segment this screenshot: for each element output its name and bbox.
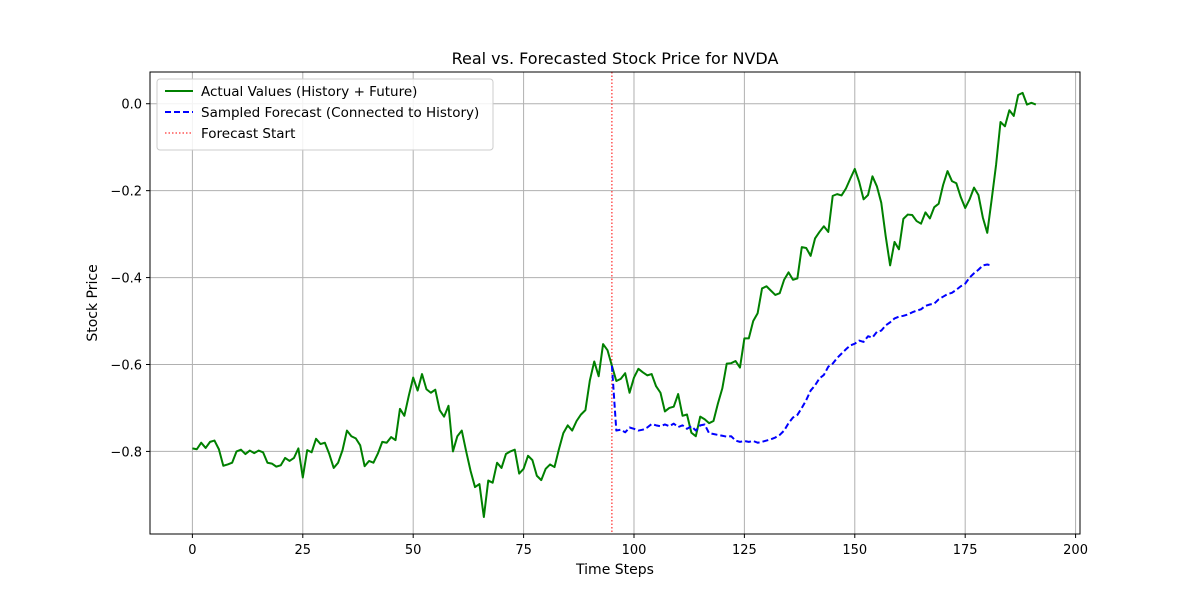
legend-label: Actual Values (History + Future) bbox=[201, 84, 417, 100]
x-tick-label: 0 bbox=[188, 543, 196, 558]
actual-values-line bbox=[192, 91, 1037, 519]
x-tick-label: 100 bbox=[622, 543, 647, 558]
x-tick-label: 125 bbox=[732, 543, 757, 558]
y-tick-label: −0.4 bbox=[110, 272, 142, 287]
x-tick-label: 150 bbox=[842, 543, 867, 558]
x-tick-label: 175 bbox=[953, 543, 978, 558]
y-tick-label: −0.6 bbox=[110, 358, 142, 373]
x-tick-label: 25 bbox=[295, 543, 312, 558]
legend-label: Forecast Start bbox=[201, 126, 295, 142]
chart-title: Real vs. Forecasted Stock Price for NVDA bbox=[452, 49, 779, 68]
y-tick-label: 0.0 bbox=[121, 98, 142, 113]
y-tick-label: −0.8 bbox=[110, 445, 142, 460]
x-tick-label: 75 bbox=[515, 543, 532, 558]
legend-box bbox=[156, 78, 494, 151]
x-axis-label: Time Steps bbox=[575, 562, 654, 578]
y-axis-label: Stock Price bbox=[85, 264, 101, 341]
legend: Actual Values (History + Future) Sampled … bbox=[156, 78, 494, 151]
x-tick-label: 200 bbox=[1063, 543, 1088, 558]
sampled-forecast-line bbox=[610, 263, 992, 444]
legend-label: Sampled Forecast (Connected to History) bbox=[201, 105, 479, 121]
x-tick-label: 50 bbox=[405, 543, 422, 558]
y-axis-ticks: −0.8 −0.6 −0.4 −0.2 0.0 bbox=[110, 98, 150, 460]
grid bbox=[150, 72, 1080, 534]
series-lines bbox=[192, 91, 1037, 519]
x-axis-ticks: 0 25 50 75 100 125 150 175 200 bbox=[188, 534, 1088, 558]
plot-area-frame bbox=[149, 71, 1081, 535]
y-tick-label: −0.2 bbox=[110, 185, 142, 200]
